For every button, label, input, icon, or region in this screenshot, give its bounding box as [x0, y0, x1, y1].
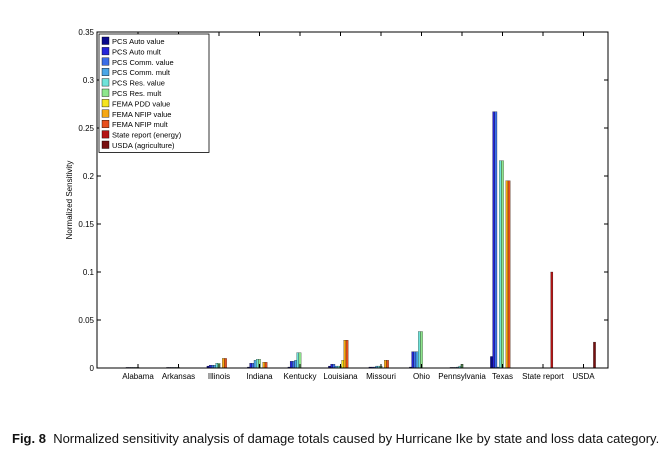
bar: [384, 360, 387, 369]
legend-box: [98, 33, 210, 153]
y-tick-label: 0.05: [78, 316, 94, 325]
chart: 0 0.05 0.1 0.15 0.2 0.25 0.3 0.35 Alabama Arkans…: [65, 28, 609, 381]
bar: [418, 331, 421, 369]
legend-swatch: [101, 57, 110, 66]
y-tick-label: 0.25: [78, 124, 94, 133]
legend-swatch: [101, 119, 110, 128]
bar: [296, 352, 300, 369]
legend-label: PCS Comm. mult: [112, 68, 171, 77]
y-tick-label: 0.1: [83, 268, 95, 277]
legend-label: USDA (agriculture): [112, 141, 175, 150]
bar: [253, 360, 257, 369]
bar: [332, 364, 336, 369]
bar: [251, 363, 255, 369]
x-tick-label: Ohio: [413, 372, 430, 381]
bar: [413, 351, 417, 369]
bar: [289, 361, 293, 369]
x-tick-label: Missouri: [366, 372, 396, 381]
x-tick-label: State report: [522, 372, 565, 381]
bars-layer: [125, 111, 596, 369]
y-axis-label: Normalized Sensitivity: [65, 161, 74, 240]
legend-swatch: [101, 36, 110, 45]
bar: [501, 160, 504, 369]
plot-frame: [96, 31, 609, 369]
caption-text: Normalized sensitivity analysis of damag…: [53, 431, 660, 446]
legend-label: State report (energy): [112, 131, 182, 140]
bar: [343, 340, 347, 369]
legend-label: PCS Res. value: [112, 79, 165, 88]
legend-swatch: [101, 67, 110, 76]
x-axis-ticks: Alabama Arkansas Illinois Indiana Kentucky Lo…: [122, 32, 595, 381]
bar: [411, 351, 414, 369]
bar: [249, 363, 252, 369]
x-tick-label: Indiana: [246, 372, 273, 381]
y-tick-label: 0: [90, 364, 95, 373]
x-tick-label: Alabama: [122, 372, 154, 381]
bar: [550, 271, 554, 369]
figure-caption: Fig. 8 Normalized sensitivity analysis o…: [12, 430, 660, 447]
bar: [264, 362, 268, 369]
bar: [294, 360, 297, 369]
bar: [415, 351, 419, 369]
bar: [507, 180, 511, 369]
bar: [345, 340, 349, 369]
legend-label: FEMA NFIP mult: [112, 120, 169, 129]
legend-swatch: [101, 99, 110, 108]
legend-swatch: [101, 140, 110, 149]
bar: [224, 358, 227, 369]
bar: [386, 360, 389, 369]
legend-label: PCS Comm. value: [112, 58, 174, 67]
bar: [494, 111, 498, 369]
x-tick-label: Arkansas: [162, 372, 195, 381]
bar: [292, 361, 295, 369]
bar: [341, 360, 344, 369]
y-tick-label: 0.2: [83, 172, 95, 181]
bar: [222, 358, 225, 369]
y-tick-label: 0.15: [78, 220, 94, 229]
bar: [490, 356, 493, 369]
x-tick-label: Texas: [492, 372, 513, 381]
legend-swatch: [101, 47, 110, 56]
legend-label: FEMA PDD value: [112, 99, 170, 108]
x-tick-label: Pennsylvania: [438, 372, 486, 381]
x-tick-label: Illinois: [208, 372, 230, 381]
bar: [499, 160, 502, 369]
bar: [593, 341, 596, 369]
y-tick-label: 0.35: [78, 28, 94, 37]
bar: [215, 363, 219, 369]
figure-label: Fig. 8: [12, 431, 46, 446]
x-tick-label: USDA: [572, 372, 595, 381]
legend-swatch: [101, 78, 110, 87]
chart-svg: 0 0.05 0.1 0.15 0.2 0.25 0.3 0.35 Alabama Arkans…: [65, 28, 609, 381]
legend-swatch: [101, 130, 110, 139]
legend-swatch: [101, 109, 110, 118]
x-tick-label: Kentucky: [284, 372, 317, 381]
bar: [256, 359, 259, 369]
bar: [420, 331, 423, 369]
legend-swatch: [101, 88, 110, 97]
legend-label: PCS Res. mult: [112, 89, 162, 98]
bar: [492, 111, 495, 369]
bar: [505, 180, 509, 369]
legend-label: PCS Auto value: [112, 37, 165, 46]
bar: [262, 362, 266, 369]
x-tick-label: Louisiana: [323, 372, 358, 381]
legend-label: PCS Auto mult: [112, 47, 162, 56]
bar: [330, 364, 333, 369]
y-tick-label: 0.3: [83, 76, 95, 85]
legend-label: FEMA NFIP value: [112, 110, 171, 119]
